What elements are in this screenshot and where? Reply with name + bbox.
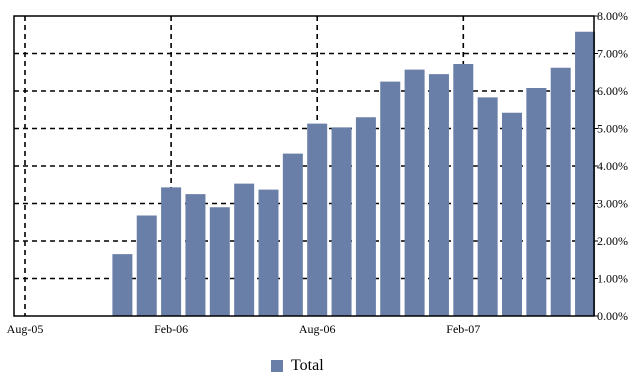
bar <box>282 153 303 316</box>
y-tick-label: 8.00% <box>597 9 628 23</box>
legend-swatch <box>271 360 283 372</box>
bar <box>550 67 571 316</box>
bar <box>502 112 522 316</box>
bar <box>526 88 547 316</box>
bar <box>404 69 425 316</box>
x-tick-label: Feb-07 <box>446 322 480 336</box>
y-axis-ticks: 0.00% 1.00% 2.00% 3.00% 4.00% 5.00% 6.00% 7.00%… <box>594 9 628 323</box>
y-tick-label: 0.00% <box>597 309 628 323</box>
bar <box>575 31 596 316</box>
bar <box>307 123 328 316</box>
bar <box>453 64 474 316</box>
y-tick-label: 7.00% <box>597 47 628 61</box>
x-axis-ticks: Aug-05 Feb-06 Aug-06 Feb-07 <box>7 322 481 336</box>
y-tick-label: 6.00% <box>597 84 628 98</box>
y-tick-label: 5.00% <box>597 122 628 136</box>
y-tick-label: 3.00% <box>597 197 628 211</box>
bar <box>234 183 255 316</box>
bar <box>428 74 449 316</box>
x-tick-label: Feb-06 <box>154 322 188 336</box>
y-tick-label: 4.00% <box>597 159 628 173</box>
bar <box>331 127 352 316</box>
bar <box>477 97 498 316</box>
y-tick-label: 1.00% <box>597 272 628 286</box>
bar <box>112 254 133 316</box>
bar <box>380 81 401 316</box>
bar <box>258 189 279 316</box>
x-tick-label: Aug-05 <box>7 322 44 336</box>
bar <box>161 187 182 316</box>
bar <box>185 194 206 316</box>
bar <box>355 117 376 316</box>
y-tick-label: 2.00% <box>597 234 628 248</box>
bar <box>136 215 157 316</box>
x-tick-label: Aug-06 <box>299 322 336 336</box>
legend-label-total: Total <box>291 357 324 374</box>
legend: Total <box>271 357 324 375</box>
bars <box>112 31 596 316</box>
bar <box>209 207 230 316</box>
